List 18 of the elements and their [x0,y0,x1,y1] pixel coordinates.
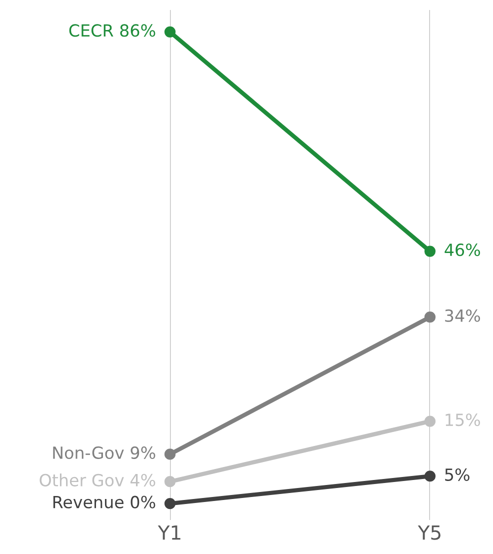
data-label: CECR 86% [69,24,156,37]
data-label: Other Gov 4% [40,474,156,486]
point [164,498,176,510]
point [164,448,176,460]
data-label: Revenue 0% [53,496,156,508]
point [424,416,436,427]
data-label: 15% [446,414,480,426]
x-tick-label: Y1 [158,525,180,540]
x-tick-label: Y5 [418,525,440,540]
point [424,312,436,323]
data-label: 34% [445,309,480,322]
point [164,476,176,488]
point [424,470,436,482]
data-label: 5% [445,468,470,481]
data-label: 46% [444,244,480,256]
point [424,246,436,257]
data-label: Non-Gov 9% [53,446,156,460]
point [164,26,176,38]
